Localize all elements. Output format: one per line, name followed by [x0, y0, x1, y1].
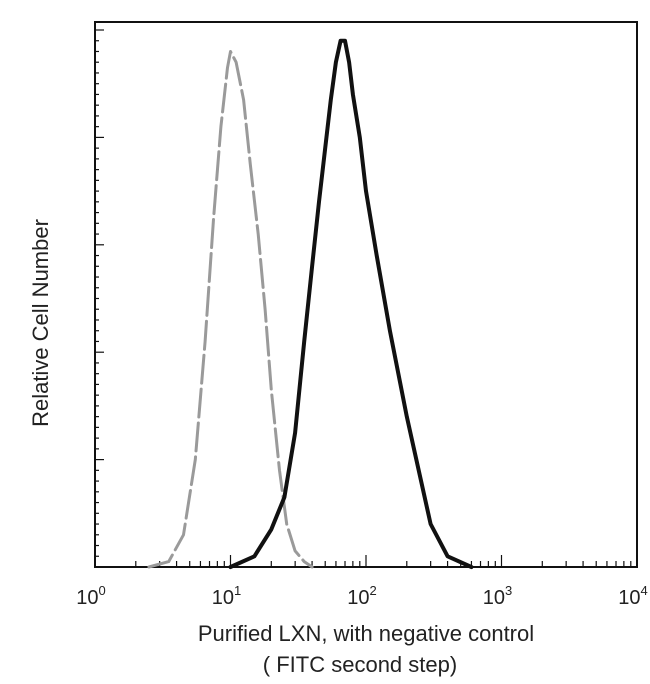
y-ticks: [95, 29, 104, 568]
x-axis-title: Purified LXN, with negative control: [198, 621, 534, 646]
x-tick-label: 100: [76, 583, 105, 609]
minor-ticks: [94, 555, 638, 567]
y-axis-title: Relative Cell Number: [28, 219, 53, 427]
series-line-negative-control: [147, 50, 314, 569]
x-tick-label: 102: [347, 583, 376, 609]
series-line-sample: [228, 38, 474, 569]
plot-frame: [94, 21, 638, 568]
x-tick-label: 101: [212, 583, 241, 609]
x-tick-label: 103: [483, 583, 512, 609]
x-tick-labels: 100 101 102 103 104: [76, 583, 647, 609]
x-axis-subtitle: ( FITC second step): [263, 652, 457, 677]
series-group: [147, 38, 474, 569]
x-tick-label: 104: [618, 583, 647, 609]
